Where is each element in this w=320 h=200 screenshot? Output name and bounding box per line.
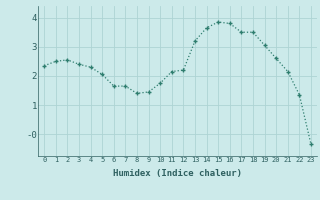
X-axis label: Humidex (Indice chaleur): Humidex (Indice chaleur)	[113, 169, 242, 178]
